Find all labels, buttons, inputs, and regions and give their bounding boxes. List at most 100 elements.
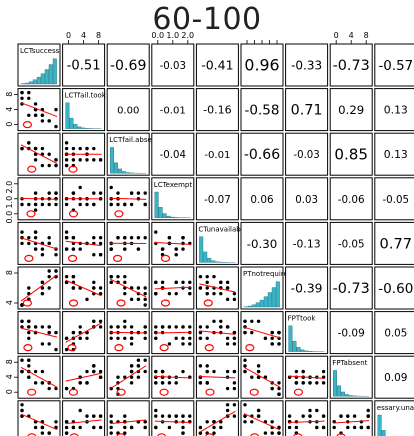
scatter-point bbox=[33, 158, 38, 162]
scatter-point bbox=[85, 297, 89, 302]
scatter-point bbox=[27, 141, 31, 145]
scatter-point bbox=[143, 286, 147, 290]
scatter-point bbox=[33, 369, 38, 374]
scatter-point bbox=[243, 319, 247, 323]
correlation-label: -0.05 bbox=[382, 194, 409, 206]
centroid-ellipse bbox=[114, 210, 124, 218]
scatter-point bbox=[225, 408, 230, 413]
histogram-bar bbox=[77, 126, 82, 129]
fit-line bbox=[20, 102, 58, 118]
scatter-point bbox=[40, 119, 45, 123]
correlation-label: 0.85 bbox=[334, 146, 368, 164]
fit-line bbox=[110, 197, 147, 200]
panel-frame bbox=[374, 177, 414, 221]
scatter-point bbox=[232, 342, 237, 346]
scatter-point bbox=[287, 414, 292, 418]
fit-line bbox=[20, 197, 58, 200]
scatter-point bbox=[98, 158, 103, 162]
scatter-point bbox=[225, 336, 230, 340]
left-axis-tick-label: 8 bbox=[5, 270, 14, 275]
correlation-label: -0.57 bbox=[378, 59, 413, 74]
correlation-label: -0.51 bbox=[67, 59, 101, 74]
panel-frame bbox=[240, 177, 284, 221]
scatter-point bbox=[232, 291, 237, 296]
scatter-point bbox=[270, 431, 274, 435]
scatter-point bbox=[40, 381, 45, 385]
scatter-point bbox=[98, 319, 103, 323]
scatter-point bbox=[64, 336, 69, 340]
centroid-ellipse bbox=[160, 254, 171, 262]
centroid-ellipse bbox=[116, 433, 126, 436]
histogram-bar bbox=[109, 147, 114, 174]
scatter-point bbox=[143, 336, 147, 340]
scatter-point bbox=[219, 291, 223, 296]
centroid-ellipse bbox=[293, 433, 303, 436]
scatter-point bbox=[40, 113, 45, 117]
scatter-point bbox=[174, 325, 178, 329]
scatter-point bbox=[85, 369, 89, 374]
scatter-point bbox=[143, 202, 147, 207]
top-axis-tick-label: 8 bbox=[96, 31, 101, 40]
panel-frame bbox=[329, 400, 373, 436]
scatter-point bbox=[98, 236, 103, 240]
scatter-point bbox=[143, 303, 147, 307]
scatter-point bbox=[174, 414, 178, 418]
scatter-point bbox=[20, 230, 24, 234]
scatter-point bbox=[250, 375, 254, 379]
scatter-point bbox=[123, 280, 127, 285]
fit-line bbox=[154, 375, 191, 379]
scatter-point bbox=[20, 202, 24, 207]
scatter-point bbox=[109, 325, 113, 329]
centroid-ellipse bbox=[22, 299, 32, 307]
histogram-bar bbox=[251, 304, 256, 308]
scatter-point bbox=[116, 191, 120, 195]
scatter-point bbox=[109, 420, 113, 424]
scatter-point bbox=[47, 241, 51, 246]
scatter-point bbox=[123, 291, 127, 296]
scatter-point bbox=[64, 236, 69, 240]
scatter-point bbox=[167, 381, 172, 385]
scatter-point bbox=[181, 247, 185, 251]
scatter-point bbox=[167, 342, 172, 346]
scatter-point bbox=[154, 280, 158, 285]
scatter-point bbox=[40, 146, 45, 151]
scatter-point bbox=[123, 247, 127, 251]
scatter-point bbox=[92, 236, 96, 240]
histogram-bar bbox=[345, 394, 350, 397]
scatter-point bbox=[54, 253, 58, 257]
scatter-point bbox=[20, 96, 24, 100]
scatter-point bbox=[20, 90, 24, 95]
scatter-point bbox=[352, 414, 357, 418]
scatter-point bbox=[321, 369, 326, 374]
scatter-point bbox=[143, 291, 147, 296]
left-axis-tick-label: 0.0 bbox=[5, 211, 14, 224]
scatter-point bbox=[129, 202, 134, 207]
top-axis-tick-label: 4 bbox=[81, 31, 86, 40]
scatter-point bbox=[308, 408, 312, 413]
scatter-point bbox=[40, 247, 45, 251]
correlation-label: 0.71 bbox=[291, 103, 323, 119]
scatter-point bbox=[205, 336, 209, 340]
correlation-label: -0.33 bbox=[291, 59, 322, 73]
scatter-point bbox=[98, 286, 103, 290]
correlation-label: 0.09 bbox=[384, 372, 407, 384]
scatter-point bbox=[225, 386, 230, 391]
scatter-point bbox=[301, 381, 305, 385]
histogram-bar bbox=[267, 292, 272, 308]
scatter-point bbox=[78, 425, 82, 430]
scatter-point bbox=[167, 425, 172, 430]
scatter-point bbox=[98, 375, 103, 379]
scatter-point bbox=[33, 191, 38, 195]
fit-line bbox=[199, 376, 236, 379]
correlation-label: 0.13 bbox=[384, 148, 408, 161]
scatter-point bbox=[294, 425, 299, 430]
panel-frame bbox=[285, 266, 329, 310]
scatter-point bbox=[47, 152, 51, 156]
histogram-bar bbox=[154, 191, 159, 218]
centroid-ellipse bbox=[159, 388, 169, 396]
panel-frame bbox=[106, 88, 150, 132]
scatter-point bbox=[136, 375, 141, 379]
correlation-label: -0.06 bbox=[338, 194, 365, 206]
scatter-point bbox=[64, 146, 69, 151]
histogram-bar bbox=[271, 287, 276, 308]
